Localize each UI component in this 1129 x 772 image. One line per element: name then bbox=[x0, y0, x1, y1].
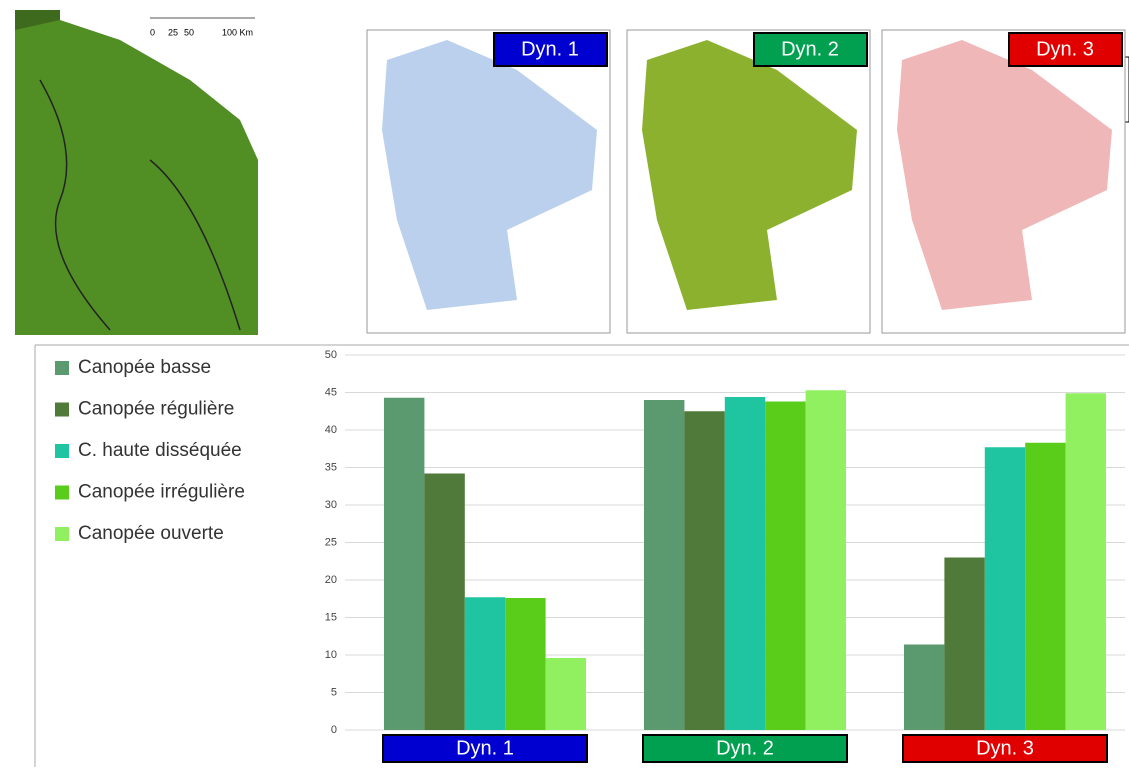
map-title: Dyn. 1 bbox=[521, 38, 579, 60]
scale-label: 100 Km bbox=[222, 27, 253, 37]
legend-marker bbox=[55, 402, 69, 417]
legend-label: Canopée basse bbox=[78, 357, 211, 378]
bar bbox=[1025, 442, 1066, 730]
y-tick-label: 25 bbox=[325, 536, 337, 548]
y-tick-label: 35 bbox=[325, 461, 337, 473]
y-tick-label: 45 bbox=[325, 386, 337, 398]
legend-label: Canopée régulière bbox=[78, 399, 234, 420]
y-tick-label: 40 bbox=[325, 424, 337, 436]
category-box bbox=[642, 734, 848, 763]
sea bbox=[60, 10, 258, 160]
map-region bbox=[382, 40, 597, 310]
bar bbox=[644, 400, 685, 730]
x-tick-label: Dyn. 1 bbox=[456, 737, 514, 759]
bar bbox=[384, 397, 425, 730]
y-tick-label: 30 bbox=[325, 499, 337, 511]
x-tick-label: Dyn. 3 bbox=[976, 737, 1034, 759]
category-box bbox=[382, 734, 588, 763]
legend-marker bbox=[55, 485, 69, 500]
y-tick-label: 5 bbox=[331, 686, 337, 698]
map-title: Dyn. 3 bbox=[1036, 38, 1094, 60]
map-title-box bbox=[493, 32, 608, 67]
bar bbox=[805, 390, 846, 730]
map-title: Dyn. 2 bbox=[781, 38, 839, 60]
bar bbox=[684, 411, 725, 730]
map-region bbox=[642, 40, 857, 310]
category-box bbox=[902, 734, 1108, 763]
map-region bbox=[897, 40, 1112, 310]
bar bbox=[545, 658, 586, 730]
x-tick-label: Dyn. 2 bbox=[716, 737, 774, 759]
map-panel bbox=[881, 29, 1126, 334]
map-title-box bbox=[1008, 32, 1123, 67]
bar bbox=[984, 447, 1026, 730]
y-tick-label: 20 bbox=[325, 574, 337, 586]
y-tick-label: 15 bbox=[325, 611, 337, 623]
bar bbox=[464, 597, 506, 730]
bar bbox=[1065, 393, 1106, 730]
bar bbox=[944, 557, 985, 730]
bar bbox=[765, 401, 806, 730]
y-tick-label: 0 bbox=[331, 724, 337, 736]
legend-marker bbox=[55, 444, 69, 458]
bar bbox=[724, 397, 766, 730]
legend-label: C. haute disséquée bbox=[78, 440, 242, 461]
map-panel bbox=[366, 29, 611, 334]
map-area bbox=[15, 20, 258, 335]
scale-label: 0 bbox=[150, 27, 155, 37]
scale-label: 25 bbox=[168, 27, 178, 37]
map-title-box bbox=[753, 32, 868, 67]
bar bbox=[424, 473, 465, 730]
legend-marker bbox=[55, 527, 69, 541]
bar bbox=[505, 598, 546, 730]
legend-label: Canopée ouverte bbox=[78, 523, 224, 544]
legend-label: Canopée irrégulière bbox=[78, 482, 245, 503]
bar bbox=[904, 644, 945, 730]
y-tick-label: 50 bbox=[325, 349, 337, 361]
y-tick-label: 10 bbox=[325, 649, 337, 661]
scale-label: 50 bbox=[184, 27, 194, 37]
legend-marker bbox=[55, 361, 69, 375]
river bbox=[39, 79, 241, 331]
